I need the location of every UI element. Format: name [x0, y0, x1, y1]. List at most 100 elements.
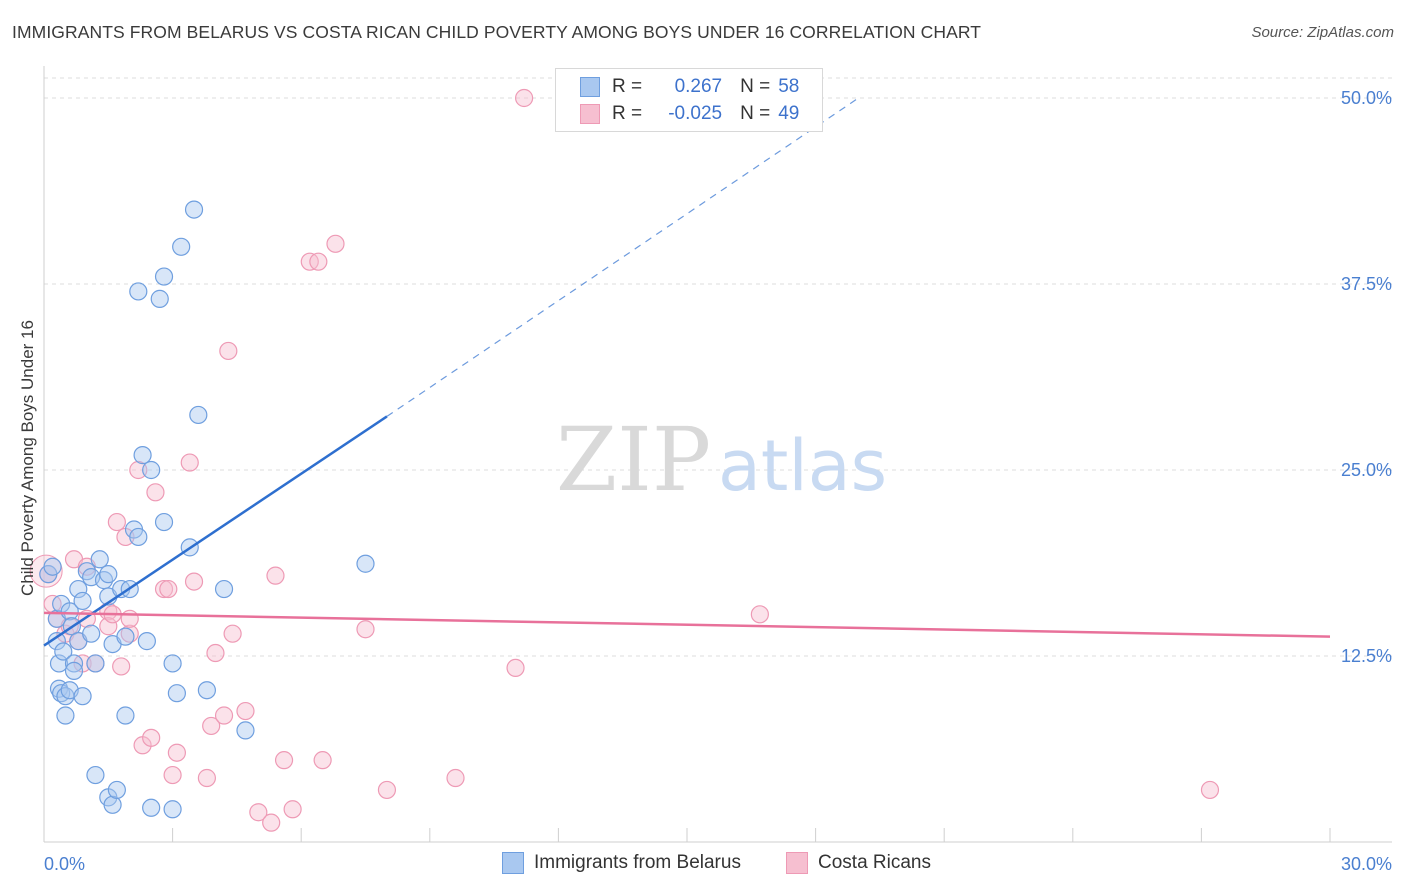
belarus-point: [73, 591, 92, 611]
belarus-point: [82, 624, 101, 643]
belarus-point: [64, 654, 84, 673]
legend-n-value-belarus: 58: [778, 76, 800, 97]
costa-ricans-point: [202, 716, 221, 736]
costa-ricans-points: [29, 88, 1220, 832]
belarus-point: [142, 798, 161, 817]
series-legend-belarus[interactable]: Immigrants from Belarus: [502, 852, 741, 874]
belarus-point: [154, 267, 174, 286]
belarus-point: [99, 565, 118, 584]
costa-ricans-point: [506, 658, 525, 678]
series-swatch-belarus: [502, 852, 524, 874]
belarus-point: [73, 687, 92, 706]
costa-ricans-point: [377, 780, 397, 800]
series-label-belarus: Immigrants from Belarus: [534, 852, 741, 873]
y-axis-label: Child Poverty Among Boys Under 16: [18, 320, 37, 596]
costa-ricans-point: [750, 605, 769, 624]
belarus-point: [56, 706, 75, 725]
costa-ricans-point: [120, 609, 139, 628]
belarus-point: [60, 602, 79, 621]
belarus-point: [107, 780, 126, 800]
costa-ricans-point: [274, 751, 294, 770]
costa-ricans-point: [219, 341, 238, 361]
belarus-point: [142, 460, 161, 480]
series-swatch-costa-ricans: [786, 852, 808, 874]
belarus-point: [133, 446, 152, 465]
trend-lines: [43, 97, 1331, 647]
costa-ricans-point: [180, 453, 199, 472]
costa-ricans-point: [249, 803, 268, 822]
belarus-point: [189, 405, 208, 425]
costa-ricans-point: [446, 768, 465, 788]
legend-row-costa-ricans: R = -0.025 N = 49: [580, 101, 799, 127]
x-tick-label-min: 0.0%: [44, 854, 85, 874]
costa-ricans-point: [515, 88, 534, 108]
costa-ricans-point: [326, 234, 345, 253]
belarus-point: [236, 721, 255, 740]
y-tick-label: 12.5%: [1341, 646, 1392, 666]
legend-swatch-belarus: [580, 77, 600, 97]
legend-r-label: R =: [612, 103, 643, 124]
costa-ricans-point: [107, 512, 126, 532]
belarus-point: [116, 627, 135, 646]
costa-ricans-point: [223, 624, 242, 643]
axis-labels: 12.5% 25.0% 37.5% 50.0% 0.0% 30.0% Child Pover…: [18, 88, 1392, 874]
costa-ricans-point: [163, 765, 182, 785]
belarus-point: [129, 527, 148, 547]
chart-title: IMMIGRANTS FROM BELARUS VS COSTA RICAN C…: [12, 22, 982, 42]
costa-ricans-point: [197, 768, 216, 788]
costa-ricans-point: [356, 620, 375, 639]
y-tick-label: 50.0%: [1341, 88, 1392, 108]
costa-ricans-point: [99, 617, 118, 636]
belarus-point: [197, 681, 216, 700]
legend-n-label: N =: [740, 103, 771, 124]
belarus-point: [184, 200, 204, 219]
belarus-point: [49, 654, 69, 673]
costa-ricans-point: [266, 566, 285, 585]
belarus-trend-line: [43, 415, 388, 647]
legend-r-label: R =: [612, 76, 643, 97]
costa-ricans-point: [154, 579, 174, 599]
belarus-point: [167, 684, 186, 703]
costa-ricans-trend-line: [43, 611, 1331, 638]
belarus-point: [154, 512, 174, 532]
axes: [43, 66, 1392, 843]
legend-n-value-costa-ricans: 49: [778, 103, 800, 124]
y-tick-label: 25.0%: [1341, 460, 1392, 480]
costa-ricans-point: [112, 657, 131, 676]
belarus-point: [86, 654, 105, 673]
belarus-point: [103, 795, 122, 814]
series-label-costa-ricans: Costa Ricans: [818, 852, 931, 873]
watermark: ZIP atlas: [556, 408, 887, 511]
legend-r-value-belarus: 0.267: [674, 76, 723, 97]
watermark-atlas: atlas: [718, 425, 887, 507]
belarus-point: [163, 800, 182, 819]
belarus-trend-extension: [386, 97, 859, 417]
belarus-point: [90, 550, 109, 569]
legend-r-value-costa-ricans: -0.025: [668, 103, 723, 124]
belarus-point: [47, 632, 66, 651]
grid-lines: [44, 77, 1392, 657]
costa-ricans-point: [167, 743, 186, 762]
costa-ricans-cluster-point: [29, 554, 63, 588]
belarus-point: [214, 579, 234, 599]
watermark-zip: ZIP: [556, 408, 711, 511]
belarus-point: [86, 765, 105, 785]
costa-ricans-point: [313, 751, 332, 770]
y-tick-label: 37.5%: [1341, 274, 1392, 294]
costa-ricans-point: [1200, 780, 1220, 800]
belarus-point: [150, 289, 169, 308]
legend-n-label: N =: [740, 76, 771, 97]
legend-swatch-costa-ricans: [580, 104, 600, 124]
belarus-point: [163, 654, 182, 673]
costa-ricans-point: [262, 813, 281, 832]
costa-ricans-point: [184, 572, 204, 591]
belarus-point: [69, 579, 88, 599]
legend-row-belarus: R = 0.267 N = 58: [580, 74, 799, 100]
series-legend-costa-ricans[interactable]: Costa Ricans: [786, 852, 931, 874]
series-legend: Immigrants from Belarus Costa Ricans: [0, 852, 1406, 878]
costa-ricans-point: [129, 460, 148, 480]
costa-ricans-point: [146, 483, 165, 502]
costa-ricans-point: [142, 728, 161, 747]
correlation-legend: R = 0.267 N = 58 R = -0.025 N = 49: [555, 68, 823, 132]
